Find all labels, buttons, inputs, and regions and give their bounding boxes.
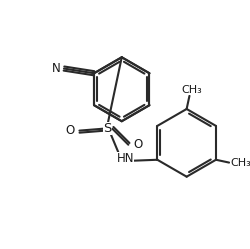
Text: O: O bbox=[132, 138, 142, 151]
Text: CH₃: CH₃ bbox=[180, 85, 201, 95]
Text: N: N bbox=[52, 62, 60, 75]
Text: S: S bbox=[103, 122, 112, 135]
Text: CH₃: CH₃ bbox=[229, 158, 250, 168]
Text: O: O bbox=[65, 124, 74, 137]
Text: HN: HN bbox=[116, 152, 134, 165]
